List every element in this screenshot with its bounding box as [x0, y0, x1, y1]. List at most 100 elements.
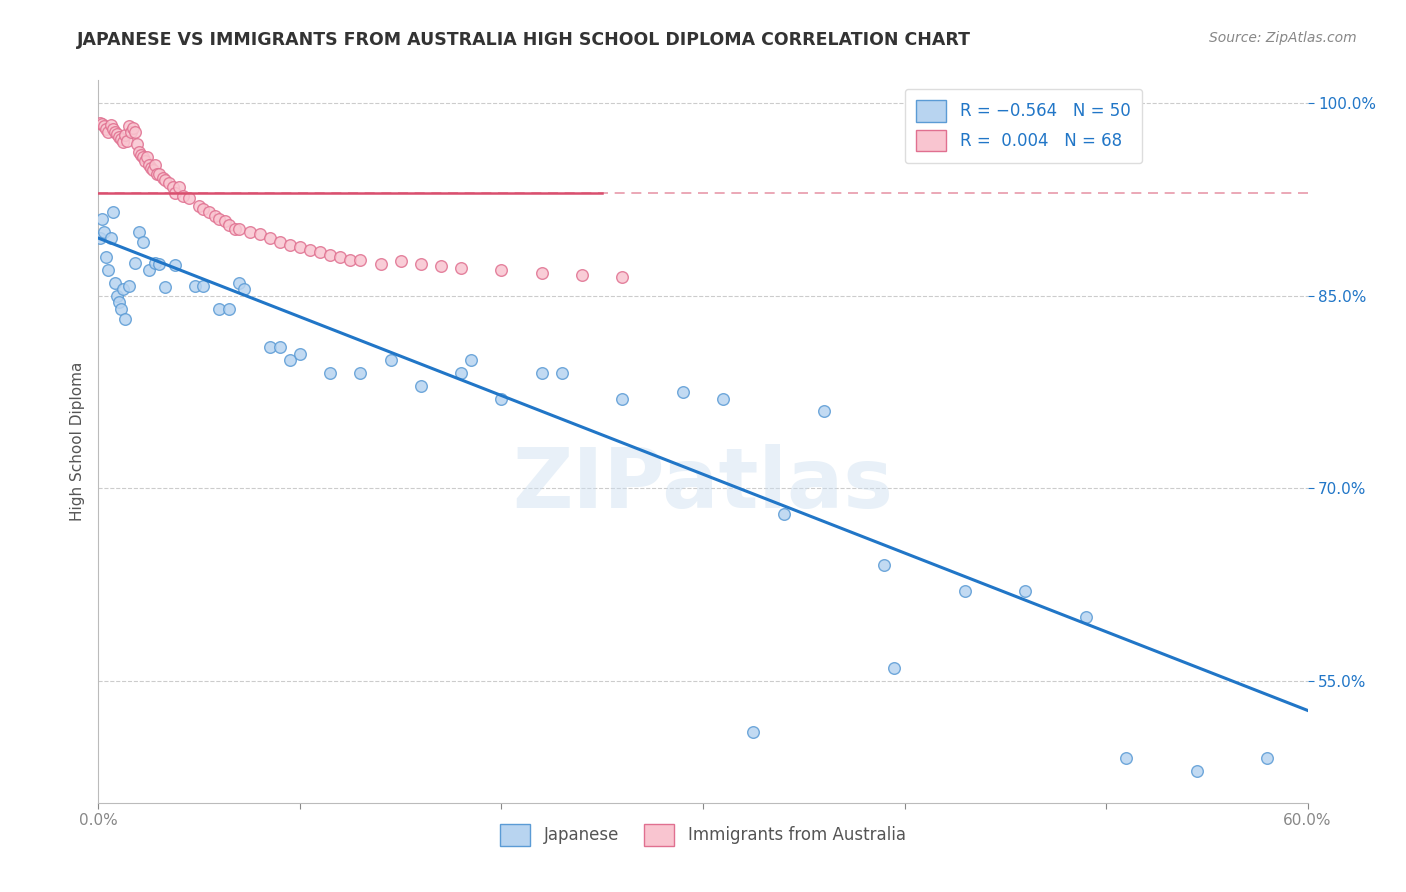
- Point: [672, 385, 695, 400]
- Point: [124, 255, 146, 269]
- Point: [530, 266, 553, 280]
- Point: [319, 248, 342, 262]
- Point: [143, 158, 166, 172]
- Point: [110, 132, 132, 146]
- Point: [349, 366, 371, 380]
- Point: [239, 225, 262, 239]
- Text: ZIPatlas: ZIPatlas: [513, 444, 893, 525]
- Point: [339, 252, 361, 267]
- Point: [409, 257, 432, 271]
- Point: [153, 173, 176, 187]
- Point: [101, 205, 124, 219]
- Point: [430, 260, 453, 274]
- Point: [232, 283, 254, 297]
- Point: [288, 346, 311, 360]
- Point: [1256, 751, 1278, 765]
- Point: [259, 231, 281, 245]
- Point: [124, 125, 146, 139]
- Point: [204, 210, 226, 224]
- Point: [172, 188, 194, 202]
- Point: [118, 120, 141, 134]
- Point: [138, 158, 160, 172]
- Point: [111, 283, 134, 297]
- Point: [100, 231, 122, 245]
- Point: [530, 366, 553, 380]
- Point: [91, 117, 114, 131]
- Point: [218, 219, 240, 233]
- Point: [228, 222, 250, 236]
- Point: [409, 378, 432, 392]
- Point: [370, 257, 392, 271]
- Point: [208, 301, 231, 316]
- Point: [551, 366, 574, 380]
- Point: [309, 245, 332, 260]
- Point: [152, 170, 174, 185]
- Y-axis label: High School Diploma: High School Diploma: [69, 362, 84, 521]
- Point: [278, 237, 301, 252]
- Point: [146, 167, 169, 181]
- Point: [157, 176, 180, 190]
- Point: [115, 134, 138, 148]
- Point: [319, 366, 342, 380]
- Point: [450, 260, 472, 275]
- Point: [110, 301, 132, 316]
- Point: [134, 154, 156, 169]
- Point: [91, 211, 114, 226]
- Point: [214, 214, 236, 228]
- Point: [107, 295, 129, 310]
- Point: [148, 257, 170, 271]
- Legend: Japanese, Immigrants from Australia: Japanese, Immigrants from Australia: [494, 818, 912, 852]
- Point: [96, 122, 118, 136]
- Point: [278, 353, 301, 368]
- Point: [97, 263, 120, 277]
- Point: [571, 268, 593, 283]
- Point: [1185, 764, 1208, 778]
- Point: [450, 366, 472, 380]
- Point: [118, 278, 141, 293]
- Point: [612, 392, 634, 406]
- Point: [114, 128, 136, 143]
- Point: [89, 115, 111, 129]
- Point: [135, 150, 157, 164]
- Point: [288, 240, 311, 254]
- Point: [162, 179, 184, 194]
- Point: [224, 222, 246, 236]
- Point: [89, 231, 111, 245]
- Point: [100, 118, 122, 132]
- Point: [97, 125, 120, 139]
- Point: [93, 225, 115, 239]
- Point: [114, 312, 136, 326]
- Point: [107, 129, 129, 144]
- Point: [299, 243, 322, 257]
- Point: [883, 661, 905, 675]
- Point: [121, 120, 143, 135]
- Point: [125, 137, 148, 152]
- Point: [138, 263, 160, 277]
- Point: [228, 276, 250, 290]
- Point: [953, 584, 976, 599]
- Point: [148, 167, 170, 181]
- Point: [128, 225, 150, 239]
- Point: [1074, 609, 1097, 624]
- Point: [143, 255, 166, 269]
- Point: [93, 120, 115, 134]
- Point: [813, 404, 835, 418]
- Point: [129, 147, 152, 161]
- Point: [259, 340, 281, 354]
- Point: [105, 127, 128, 141]
- Point: [772, 507, 794, 521]
- Point: [249, 227, 271, 242]
- Point: [103, 125, 125, 139]
- Point: [208, 211, 231, 226]
- Point: [742, 725, 765, 739]
- Point: [163, 258, 186, 272]
- Text: JAPANESE VS IMMIGRANTS FROM AUSTRALIA HIGH SCHOOL DIPLOMA CORRELATION CHART: JAPANESE VS IMMIGRANTS FROM AUSTRALIA HI…: [77, 31, 972, 49]
- Point: [491, 263, 513, 277]
- Point: [105, 289, 128, 303]
- Point: [103, 276, 125, 290]
- Point: [167, 179, 190, 194]
- Point: [329, 251, 352, 265]
- Point: [142, 163, 165, 178]
- Point: [153, 280, 176, 294]
- Point: [139, 161, 162, 175]
